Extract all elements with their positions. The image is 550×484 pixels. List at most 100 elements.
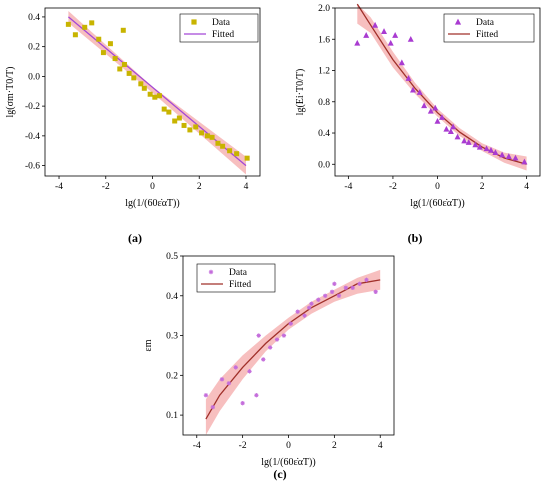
- data-point: [126, 70, 132, 76]
- data-point: [256, 333, 261, 338]
- data-point: [465, 139, 472, 145]
- data-point: [100, 50, 106, 56]
- legend-box: [179, 13, 259, 43]
- x-tick-label: 2: [480, 182, 485, 192]
- x-tick-label: -2: [389, 182, 397, 192]
- y-tick-label: 0.0: [318, 160, 330, 170]
- data-point: [372, 21, 379, 28]
- x-axis-label: lg(1/(60ε̇αT)): [410, 198, 464, 209]
- data-point: [363, 32, 370, 38]
- legend-fit-label: Fitted: [229, 280, 251, 290]
- data-point: [220, 143, 226, 149]
- data-point: [398, 59, 405, 66]
- data-point: [499, 151, 506, 158]
- y-tick-label: 0.4: [166, 292, 178, 302]
- data-point: [112, 56, 118, 62]
- data-point: [336, 293, 342, 298]
- x-tick-label: -4: [193, 441, 201, 451]
- data-point: [72, 32, 78, 38]
- y-tick-label: 0.4: [28, 13, 40, 23]
- data-point: [117, 66, 123, 72]
- data-point: [233, 365, 238, 370]
- data-point: [240, 400, 245, 406]
- data-point: [492, 149, 499, 156]
- data-point: [483, 145, 490, 152]
- data-point: [316, 297, 321, 302]
- x-tick-label: 0: [150, 182, 155, 192]
- data-point: [364, 277, 369, 283]
- data-point: [89, 20, 95, 26]
- data-point: [521, 158, 528, 165]
- data-point: [107, 41, 113, 47]
- legend-data-marker: [191, 19, 197, 25]
- data-point: [350, 285, 355, 291]
- data-point: [138, 81, 144, 87]
- data-point: [416, 89, 423, 95]
- data-point: [450, 123, 457, 130]
- data-point: [461, 137, 468, 144]
- y-tick-label: 0.3: [166, 332, 178, 342]
- x-tick-label: 4: [524, 182, 529, 192]
- legend-fit-label: Fitted: [476, 30, 498, 40]
- panel-label: (c): [273, 467, 286, 481]
- data-point: [405, 75, 412, 81]
- data-point: [147, 91, 153, 97]
- data-point: [254, 393, 259, 398]
- panel-label: (a): [128, 231, 142, 245]
- data-point: [166, 109, 172, 115]
- y-tick-label: 0.5: [166, 252, 178, 262]
- data-point: [427, 107, 434, 114]
- data-point: [443, 125, 450, 132]
- data-point: [82, 24, 88, 30]
- panel-label: (b): [408, 231, 423, 245]
- data-point: [421, 102, 428, 109]
- y-tick-label: 0.2: [28, 43, 40, 53]
- data-point: [487, 146, 494, 153]
- data-point: [199, 130, 205, 136]
- y-tick-label: 0.2: [166, 371, 178, 381]
- data-point: [226, 381, 232, 386]
- data-point: [512, 154, 519, 161]
- x-axis-label: lg(1/(60ε̇αT)): [261, 457, 315, 468]
- y-tick-label: 2.0: [318, 4, 330, 14]
- y-tick-label: -0.2: [25, 102, 40, 112]
- y-tick-label: 1.6: [318, 35, 330, 45]
- data-point: [210, 404, 216, 410]
- data-point: [96, 36, 102, 42]
- data-point: [161, 106, 167, 112]
- data-point: [203, 393, 209, 398]
- data-point: [373, 289, 378, 294]
- legend-data-label: Data: [229, 268, 248, 278]
- data-point: [387, 39, 394, 46]
- x-tick-label: 2: [332, 441, 337, 451]
- data-point: [187, 127, 193, 133]
- y-axis-label: εm: [143, 339, 154, 351]
- data-point: [267, 345, 273, 350]
- data-point: [409, 86, 416, 93]
- data-point: [434, 118, 441, 124]
- data-point: [407, 35, 414, 42]
- legend-data-marker: [208, 269, 214, 275]
- data-point: [227, 148, 233, 154]
- data-point: [209, 134, 215, 140]
- panel-c: -4 -2 0 2 4 0.5 0.4 0.3 0.2 0.1 lg(1/(60ε̇αT)) εm (c…: [143, 252, 395, 481]
- data-point: [332, 281, 337, 287]
- data-point: [288, 321, 293, 326]
- data-point: [261, 357, 266, 362]
- data-point: [65, 21, 71, 27]
- confidence-band: [357, 4, 527, 171]
- x-tick-label: -2: [239, 441, 247, 451]
- data-point: [432, 104, 439, 111]
- data-point: [381, 28, 388, 34]
- data-point: [354, 39, 361, 46]
- panel-a: -4 -2 0 2 4 0.4 0.2 0.0 -0.2 -0.4 -0.6 lg(1/(60ε̇αT…: [5, 7, 261, 245]
- y-tick-label: 0.1: [166, 411, 178, 421]
- data-point: [120, 27, 126, 33]
- x-tick-label: 4: [244, 182, 249, 192]
- data-point: [176, 115, 182, 121]
- data-point: [204, 133, 210, 139]
- data-point: [392, 32, 399, 38]
- data-point: [454, 133, 461, 140]
- legend-box: [196, 263, 276, 293]
- data-point: [219, 377, 225, 382]
